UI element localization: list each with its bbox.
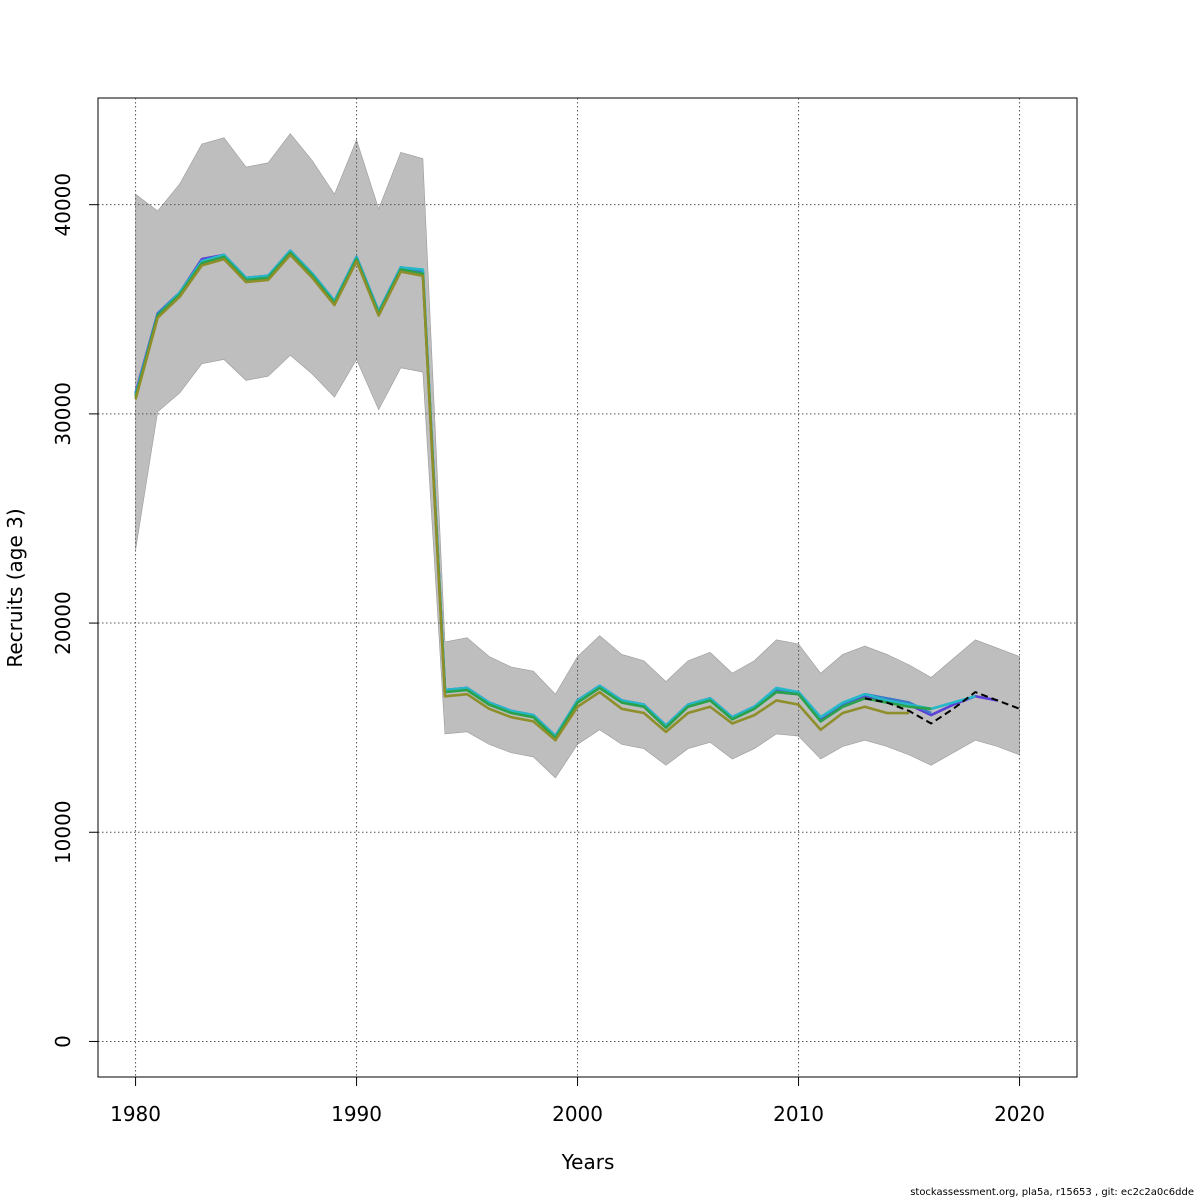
y-tick-label: 0 [51,1035,75,1048]
x-tick-label: 2000 [552,1102,603,1126]
y-tick-label: 30000 [51,382,75,446]
y-axis-label: Recruits (age 3) [3,508,27,667]
y-tick-label: 10000 [51,800,75,864]
y-tick-label: 40000 [51,173,75,237]
x-tick-label: 1990 [331,1102,382,1126]
x-axis: 1980 1990 2000 2010 2020 [110,1077,1045,1126]
series-line-4 [134,251,932,740]
plot-frame [97,97,1078,1078]
series-layer [134,249,1020,742]
x-axis-label: Years [561,1150,615,1174]
x-tick-label: 1980 [110,1102,161,1126]
x-tick-label: 2020 [994,1102,1045,1126]
footer-caption: stockassessment.org, pla5a, r15653 , git… [910,1187,1194,1198]
series-line-6 [864,691,1020,725]
x-tick-label: 2010 [773,1102,824,1126]
y-tick-label: 20000 [51,591,75,655]
grid-layer [98,98,1077,1077]
y-axis: 0 10000 20000 30000 40000 [51,173,98,1048]
series-line-5 [134,253,910,742]
